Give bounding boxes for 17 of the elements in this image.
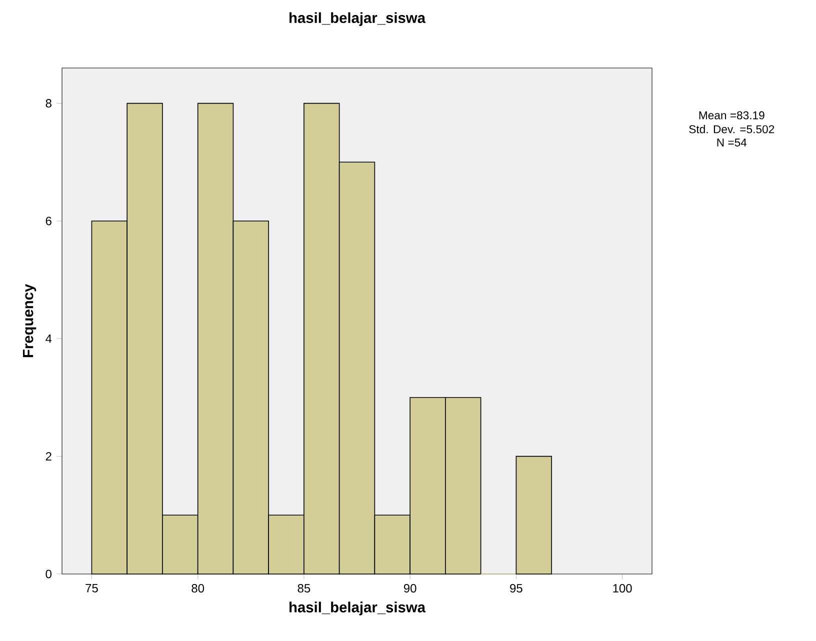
y-tick-label: 4 <box>46 334 52 343</box>
x-tick-label: 95 <box>510 584 522 593</box>
x-tick-label: 90 <box>404 584 416 593</box>
x-tick-label: 80 <box>192 584 204 593</box>
y-axis-title: Frequency <box>23 284 36 358</box>
y-tick-label: 8 <box>46 99 52 108</box>
x-tick-label: 85 <box>298 584 310 593</box>
text: Mean =83.19 <box>699 111 764 120</box>
y-tick-label: 6 <box>46 216 52 226</box>
y-tick-label: 0 <box>46 570 52 578</box>
text: Std. Dev. =5.502 <box>689 124 774 134</box>
x-tick-label: 100 <box>613 584 632 593</box>
x-tick-label: 75 <box>86 584 98 592</box>
y-tick-label: 2 <box>46 452 52 460</box>
x-axis-title: hasil_belajar_siswa <box>290 602 426 616</box>
text: N =54 <box>717 138 747 146</box>
chart-title: hasil_belajar_siswa <box>290 12 426 26</box>
